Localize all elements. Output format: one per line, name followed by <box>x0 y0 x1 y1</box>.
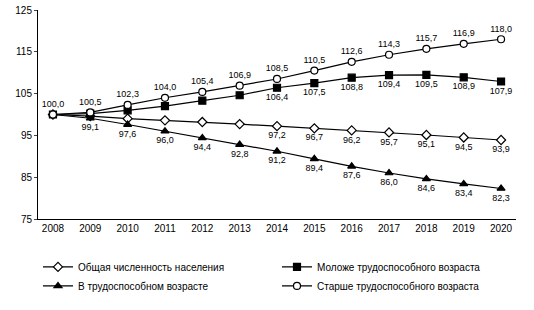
svg-text:108,9: 108,9 <box>452 81 475 91</box>
svg-text:2010: 2010 <box>117 223 140 234</box>
svg-text:104,0: 104,0 <box>154 82 177 92</box>
svg-text:2008: 2008 <box>42 223 65 234</box>
svg-text:2013: 2013 <box>229 223 252 234</box>
svg-text:100,5: 100,5 <box>79 97 102 107</box>
svg-text:110,5: 110,5 <box>303 55 325 65</box>
svg-text:Старше трудоспособного возраст: Старше трудоспособного возраста <box>317 281 479 292</box>
svg-text:99,1: 99,1 <box>82 122 100 132</box>
svg-text:2020: 2020 <box>490 223 513 234</box>
svg-text:118,0: 118,0 <box>490 24 512 34</box>
svg-text:83,4: 83,4 <box>455 188 473 198</box>
svg-text:Общая численность населения: Общая численность населения <box>78 262 224 273</box>
svg-text:95,1: 95,1 <box>418 139 436 149</box>
svg-text:105,4: 105,4 <box>191 76 214 86</box>
svg-text:108,5: 108,5 <box>266 63 289 73</box>
svg-text:2011: 2011 <box>154 223 176 234</box>
svg-text:102,3: 102,3 <box>116 89 139 99</box>
svg-text:2019: 2019 <box>453 223 476 234</box>
svg-text:96,7: 96,7 <box>306 132 324 142</box>
svg-text:86,0: 86,0 <box>380 177 398 187</box>
svg-text:93,9: 93,9 <box>492 144 510 154</box>
svg-text:85: 85 <box>21 172 33 183</box>
svg-text:2015: 2015 <box>303 223 326 234</box>
svg-text:115: 115 <box>16 46 32 57</box>
svg-text:109,4: 109,4 <box>378 79 401 89</box>
svg-text:95: 95 <box>21 130 33 141</box>
svg-text:75: 75 <box>21 214 33 225</box>
svg-text:2012: 2012 <box>191 223 214 234</box>
svg-text:94,4: 94,4 <box>194 142 212 152</box>
svg-text:96,0: 96,0 <box>156 135 174 145</box>
svg-text:96,2: 96,2 <box>343 135 361 145</box>
svg-text:97,2: 97,2 <box>268 130 286 140</box>
svg-text:Моложе трудоспособного возраст: Моложе трудоспособного возраста <box>317 262 480 273</box>
svg-text:82,3: 82,3 <box>492 193 510 203</box>
svg-text:100,0: 100,0 <box>42 99 65 109</box>
svg-text:115,7: 115,7 <box>415 33 437 43</box>
svg-text:116,9: 116,9 <box>453 28 475 38</box>
svg-text:105: 105 <box>15 88 32 99</box>
svg-text:97,6: 97,6 <box>119 129 137 139</box>
svg-text:108,8: 108,8 <box>340 82 363 92</box>
svg-text:94,5: 94,5 <box>455 142 473 152</box>
svg-text:114,3: 114,3 <box>378 39 400 49</box>
svg-text:92,8: 92,8 <box>231 149 249 159</box>
svg-text:87,6: 87,6 <box>343 170 361 180</box>
svg-text:2018: 2018 <box>415 223 438 234</box>
svg-text:125: 125 <box>15 5 32 16</box>
svg-text:89,4: 89,4 <box>306 163 324 173</box>
svg-text:2016: 2016 <box>341 223 364 234</box>
svg-text:91,2: 91,2 <box>268 155 286 165</box>
svg-text:95,7: 95,7 <box>380 137 398 147</box>
svg-text:107,5: 107,5 <box>303 87 326 97</box>
svg-text:2009: 2009 <box>79 223 102 234</box>
svg-text:2017: 2017 <box>378 223 401 234</box>
svg-text:84,6: 84,6 <box>418 183 436 193</box>
svg-text:В трудоспособном возрасте: В трудоспособном возрасте <box>78 281 208 292</box>
svg-text:109,5: 109,5 <box>415 79 438 89</box>
svg-text:107,9: 107,9 <box>490 86 513 96</box>
svg-text:2014: 2014 <box>266 223 289 234</box>
svg-text:106,9: 106,9 <box>228 70 251 80</box>
svg-text:106,4: 106,4 <box>266 92 289 102</box>
svg-text:112,6: 112,6 <box>341 46 363 56</box>
